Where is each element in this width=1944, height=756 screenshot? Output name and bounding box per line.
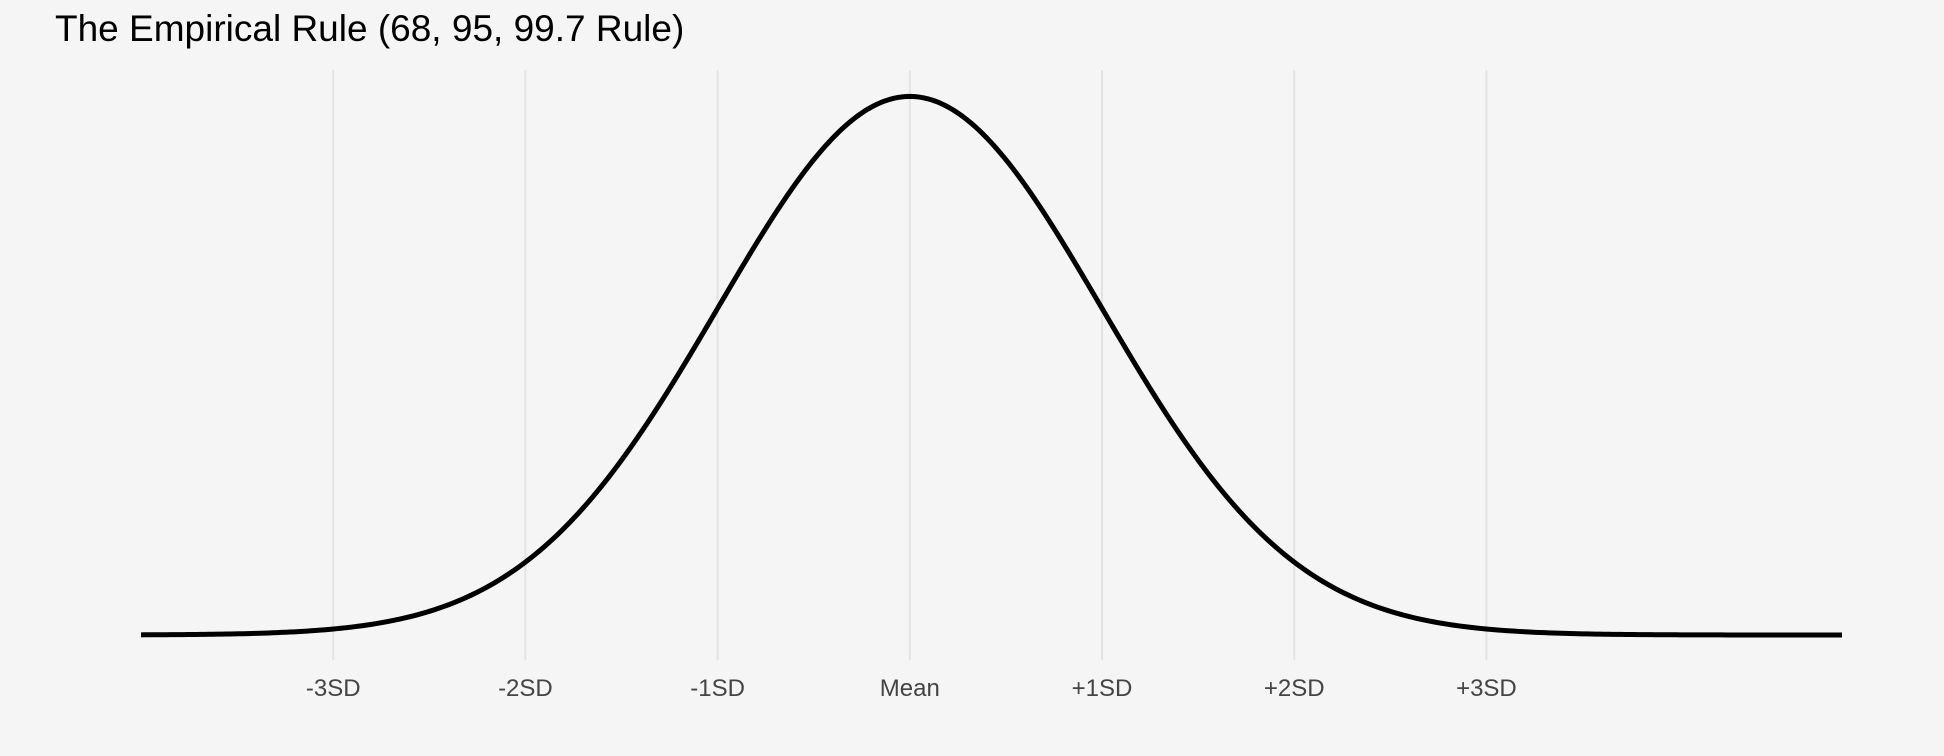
x-tick-label: -2SD [498, 675, 553, 702]
x-tick-label: +3SD [1456, 675, 1517, 702]
curve-layer [140, 93, 1842, 638]
x-tick-label: Mean [880, 675, 940, 702]
x-tick-label: -3SD [306, 675, 361, 702]
x-tick-label: +1SD [1072, 675, 1133, 702]
x-tick-label: -1SD [690, 675, 745, 702]
grid-layer [332, 70, 1488, 660]
normal-distribution-curve [140, 93, 1842, 638]
chart-title: The Empirical Rule (68, 95, 99.7 Rule) [55, 8, 685, 49]
x-tick-label: +2SD [1264, 675, 1325, 702]
x-axis-ticks: -3SD -2SD -1SD Mean +1SD +2SD +3SD [306, 675, 1517, 702]
